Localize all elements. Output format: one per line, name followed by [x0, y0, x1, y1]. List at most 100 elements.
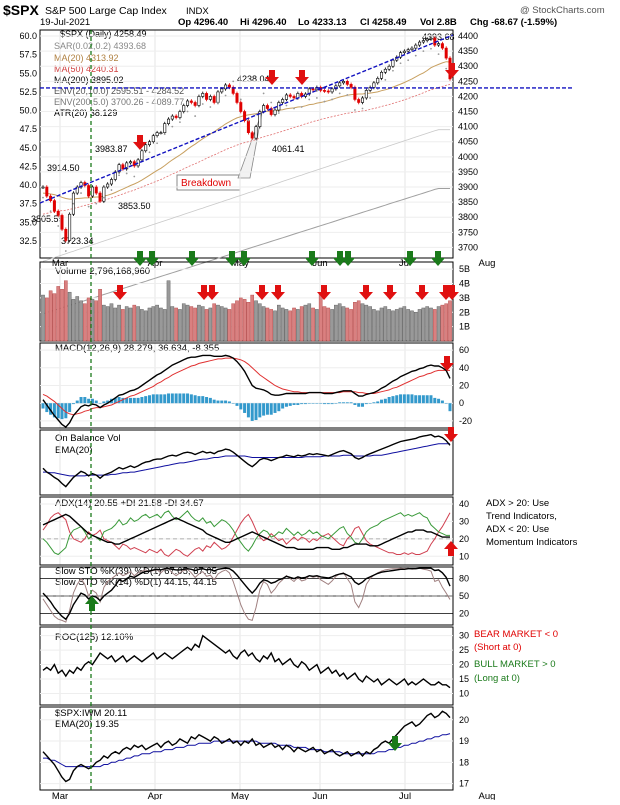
roc-tick: 30 [459, 631, 469, 641]
macd-histogram-bar [83, 397, 87, 404]
volume-bar [391, 310, 395, 342]
price-left-tick: 52.5 [19, 87, 37, 97]
header-name: S&P 500 Large Cap Index [45, 5, 168, 17]
adx-note-line1: ADX > 20: Use [486, 498, 549, 509]
roc-tick: 20 [459, 660, 469, 670]
volume-arrow-red [113, 285, 127, 300]
macd-histogram-bar [174, 393, 178, 404]
volume-bar [227, 309, 232, 342]
price-panel-title: $SPX (Daily) 4258.49 [60, 29, 147, 39]
sar-dot [232, 80, 235, 83]
sar-dot [64, 250, 67, 252]
volume-bar [94, 300, 99, 342]
sto39-line [42, 567, 451, 621]
header-change: Chg -68.67 (-1.59%) [470, 17, 557, 28]
price-candle [224, 84, 228, 90]
price-candle [372, 82, 376, 88]
obv-ema-line [43, 443, 450, 477]
volume-arrow-green [185, 251, 199, 266]
adx-tick: 40 [459, 499, 469, 509]
volume-bar [406, 309, 410, 342]
price-candle [220, 88, 224, 93]
volume-bar [413, 312, 418, 342]
price-candle [418, 41, 422, 46]
price-legend: $SPX (Daily) 4258.49 SAR(0.02,0.2) 4393.… [54, 29, 184, 118]
macd-histogram-bar [189, 394, 193, 404]
volume-arrow-red [205, 285, 219, 300]
volume-arrow-green [237, 251, 251, 266]
volume-bar [322, 306, 327, 342]
volume-bar [216, 304, 220, 342]
sar-dot [133, 175, 136, 178]
macd-histogram-bar [239, 403, 243, 410]
obv-arrow-red [444, 427, 458, 442]
macd-histogram-bar [121, 397, 125, 404]
volume-bar [185, 304, 190, 342]
macd-histogram-bar [182, 393, 186, 404]
volume-bar [140, 309, 144, 342]
env200-upper-line [42, 129, 450, 262]
volume-bar [394, 309, 399, 342]
macd-histogram-bar [132, 397, 136, 404]
ratio-tick: 18 [459, 757, 469, 767]
sar-dot [72, 202, 75, 205]
price-right-tick: 4300 [458, 61, 478, 71]
volume-bar [136, 306, 140, 342]
sto-arrow-green [85, 596, 99, 611]
volume-bar [250, 294, 255, 342]
price-arrow-red [265, 70, 279, 85]
price-candle [144, 144, 148, 152]
adx-note-line4: Momentum Indicators [486, 537, 578, 548]
price-candle [98, 192, 102, 202]
price-candle [425, 38, 429, 41]
price-candle [429, 37, 433, 40]
volume-bar [432, 309, 437, 342]
macd-histogram-bar [292, 403, 296, 405]
macd-histogram-bar [341, 402, 345, 404]
volume-bar [208, 307, 213, 342]
header-volume: Vol 2.8B [420, 17, 457, 28]
volume-bar [326, 307, 331, 342]
roc-line [42, 634, 451, 689]
volume-bar [212, 303, 216, 342]
volume-bar [159, 307, 163, 342]
sar-dot [118, 174, 120, 177]
volume-bar [98, 289, 102, 342]
price-candle [170, 115, 174, 120]
volume-bar [311, 307, 315, 342]
macd-histogram-bar [429, 395, 433, 404]
price-candle [391, 59, 395, 67]
macd-histogram-bar [246, 403, 250, 418]
ratio-line [42, 710, 451, 783]
sar-dot [407, 59, 410, 62]
sar-dot [148, 151, 151, 154]
volume-bar [444, 303, 448, 342]
volume-bar [284, 309, 289, 342]
volume-bar [280, 307, 285, 342]
price-label-3983: 3983.87 [95, 144, 128, 154]
macd-signal-line [42, 357, 450, 416]
sar-dot [430, 47, 432, 50]
macd-tick: -20 [459, 416, 472, 426]
sar-dot [110, 189, 113, 191]
macd-histogram-bar [361, 403, 365, 407]
price-candle [235, 93, 239, 103]
sar-dot [87, 205, 90, 208]
volume-bar [151, 306, 156, 342]
volume-bar [48, 290, 53, 342]
price-candle [262, 105, 266, 112]
volume-bar [375, 310, 380, 342]
price-candle [239, 102, 243, 112]
macd-histogram-bar [372, 402, 376, 404]
macd-histogram-bar [113, 397, 117, 404]
macd-histogram-bar [284, 403, 288, 407]
price-arrow-red [295, 70, 309, 85]
header-exchange: INDX [186, 6, 209, 17]
adx-line [42, 513, 450, 550]
sto-tick: 50 [459, 591, 469, 601]
price-candle [121, 164, 125, 170]
price-right-tick: 4000 [458, 152, 478, 162]
volume-tick: 1B [459, 322, 470, 332]
sar-dot [125, 172, 128, 175]
sar-dot [422, 50, 425, 53]
